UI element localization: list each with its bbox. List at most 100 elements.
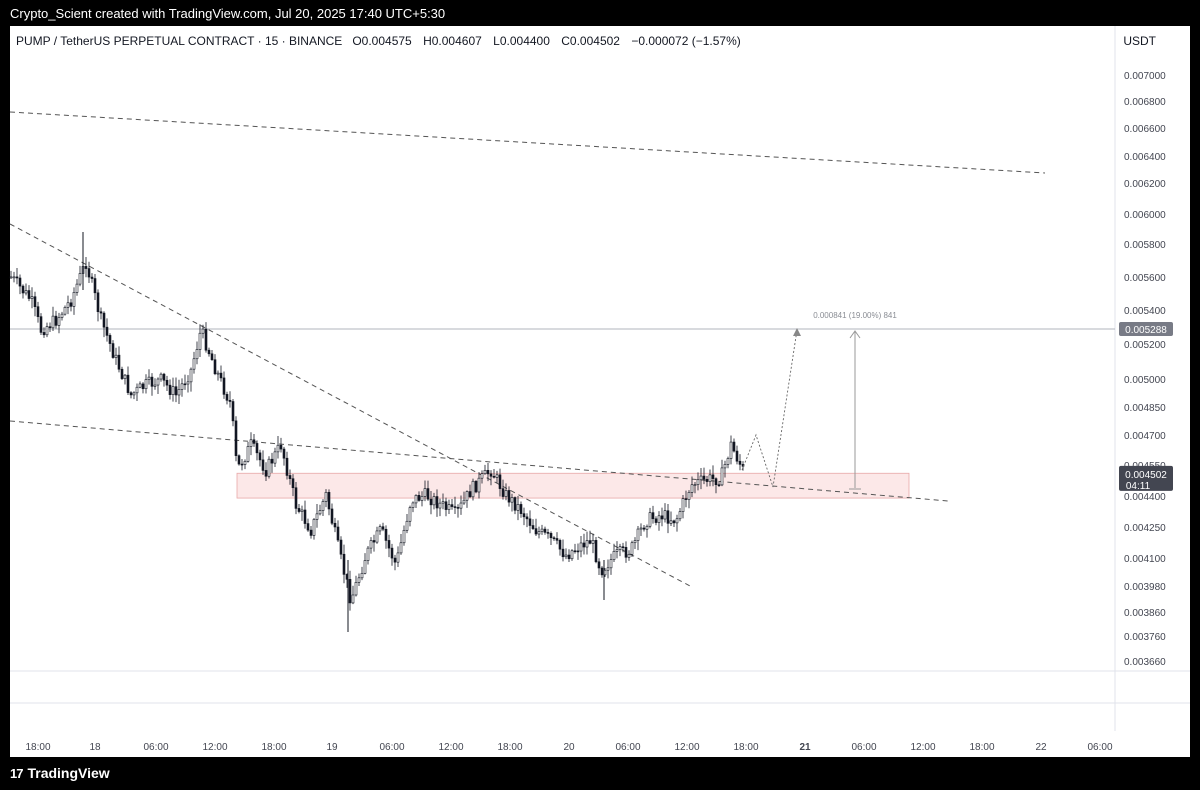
candle-body: [582, 542, 586, 548]
candle-body: [471, 480, 475, 498]
candle-body: [153, 384, 157, 387]
candle-body: [729, 441, 733, 459]
candle-body: [360, 572, 364, 579]
candle-body: [672, 520, 676, 524]
candle-body: [246, 446, 250, 462]
candle-body: [354, 582, 358, 596]
candle-body: [465, 491, 469, 501]
candle-body: [63, 307, 67, 315]
candle-body: [372, 540, 376, 543]
candle-body: [366, 547, 370, 561]
chart-caption: Crypto_Scient created with TradingView.c…: [10, 6, 446, 21]
candle-body: [645, 525, 649, 530]
x-tick-label: 06:00: [379, 742, 404, 753]
candle-body: [54, 315, 58, 326]
candle-body: [363, 560, 367, 574]
upper-trendline: [9, 111, 1046, 174]
candle-body: [216, 372, 220, 375]
candle-body: [291, 478, 295, 489]
candle-body: [447, 504, 451, 510]
candle-body: [9, 276, 13, 279]
candle-body: [33, 296, 37, 307]
candle-body: [351, 594, 355, 604]
low-label: L: [493, 34, 500, 48]
candle-body: [180, 383, 184, 390]
candle-body: [219, 372, 223, 379]
candle-body: [516, 504, 520, 511]
candle-body: [165, 379, 169, 386]
open-value: 0.004575: [361, 34, 412, 48]
candle-body: [693, 484, 697, 486]
candle-body: [321, 501, 325, 511]
candle-body: [255, 443, 259, 454]
candle-body: [162, 373, 166, 381]
candle-body: [111, 343, 115, 358]
candle-body: [546, 532, 550, 534]
candle-body: [735, 450, 739, 462]
candle-body: [438, 502, 442, 509]
candle-body: [594, 540, 598, 563]
measure-arrow-icon: [849, 330, 861, 339]
candle-body: [303, 509, 307, 524]
candle-body: [684, 498, 688, 500]
candle-body: [108, 335, 112, 344]
candle-body: [429, 498, 433, 506]
chart-frame[interactable]: PUMP / TetherUS PERPETUAL CONTRACT · 15 …: [10, 26, 1190, 757]
candle-body: [357, 577, 361, 583]
candle-body: [585, 540, 589, 548]
candle-body: [561, 548, 565, 558]
candle-body: [480, 473, 484, 479]
candle-body: [501, 488, 505, 497]
candle-body: [147, 376, 151, 380]
close-value: 0.004502: [569, 34, 620, 48]
candle-body: [600, 567, 604, 576]
candle-body: [18, 277, 22, 287]
candle-body: [123, 374, 127, 379]
y-tick-label: 0.004700: [1124, 431, 1166, 442]
tradingview-logo-icon: 17: [10, 765, 24, 781]
candle-body: [99, 311, 103, 314]
candle-body: [402, 529, 406, 544]
candle-body: [342, 553, 346, 575]
candle-body: [381, 526, 385, 530]
candle-body: [234, 420, 238, 456]
x-tick-label: 18:00: [25, 742, 50, 753]
x-tick-label: 12:00: [202, 742, 227, 753]
candle-body: [432, 496, 436, 506]
candle-body: [264, 470, 268, 477]
candle-body: [228, 399, 232, 402]
candle-body: [531, 525, 535, 529]
candle-body: [453, 506, 457, 508]
candle-body: [579, 542, 583, 552]
candle-body: [378, 526, 382, 532]
candle-body: [459, 502, 463, 509]
candle-body: [177, 389, 181, 396]
candle-body: [540, 528, 544, 532]
candle-body: [138, 383, 142, 388]
candle-body: [237, 455, 241, 465]
x-tick-label: 06:00: [1087, 742, 1112, 753]
candle-body: [549, 533, 553, 539]
x-tick-label: 18:00: [261, 742, 286, 753]
candle-body: [192, 358, 196, 370]
y-tick-label: 0.003860: [1124, 608, 1166, 619]
symbol-title[interactable]: PUMP / TetherUS PERPETUAL CONTRACT · 15 …: [16, 34, 343, 48]
demand-zone: [236, 472, 910, 499]
candle-body: [690, 484, 694, 493]
candle-body: [222, 377, 226, 395]
candle-body: [102, 312, 106, 328]
candle-body: [462, 499, 466, 504]
candle-body: [309, 529, 313, 536]
candle-body: [495, 474, 499, 478]
candle-body: [627, 554, 631, 558]
currency-label[interactable]: USDT: [1123, 34, 1156, 48]
candle-body: [534, 528, 538, 535]
candle-body: [204, 328, 208, 351]
x-tick-label: 18:00: [497, 742, 522, 753]
candle-body: [474, 480, 478, 493]
candle-body: [576, 550, 580, 553]
candle-body: [390, 547, 394, 559]
candle-body: [393, 557, 397, 563]
candle-body: [336, 526, 340, 541]
